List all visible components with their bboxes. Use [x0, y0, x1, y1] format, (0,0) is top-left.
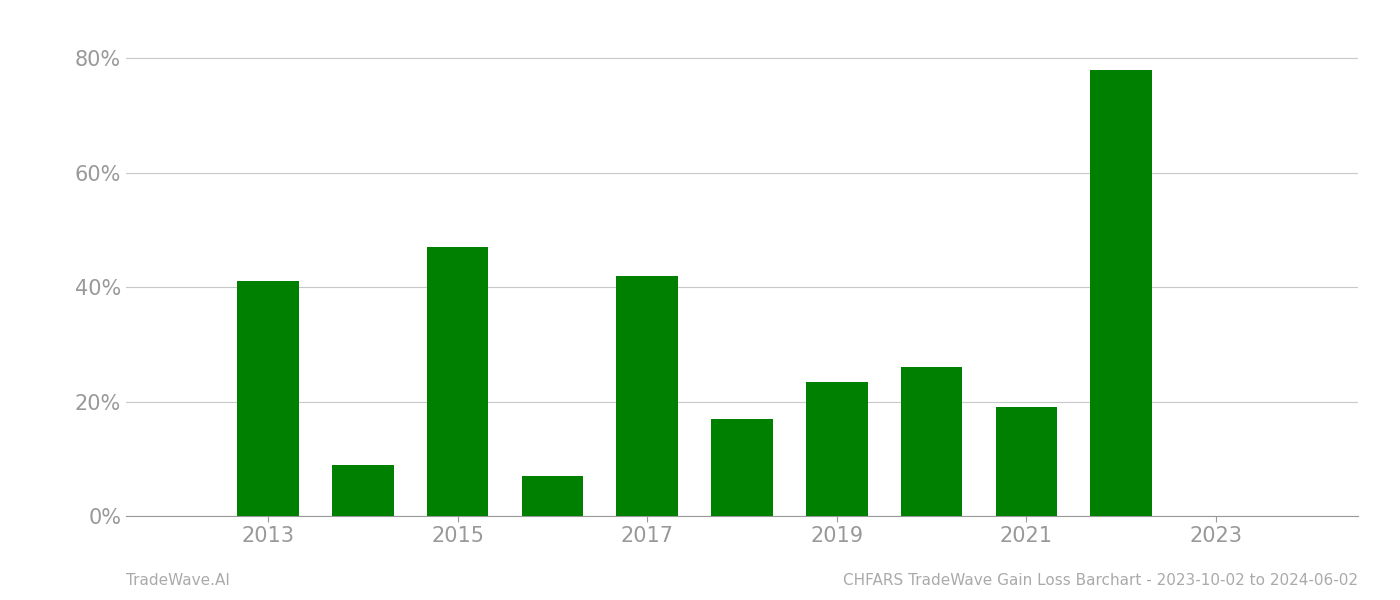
Bar [806, 382, 868, 516]
Bar [616, 276, 678, 516]
Text: TradeWave.AI: TradeWave.AI [126, 573, 230, 588]
Bar [711, 419, 773, 516]
Bar [900, 367, 962, 516]
Bar [238, 281, 300, 516]
Bar [522, 476, 584, 516]
Bar [427, 247, 489, 516]
Bar [1091, 70, 1152, 516]
Text: CHFARS TradeWave Gain Loss Barchart - 2023-10-02 to 2024-06-02: CHFARS TradeWave Gain Loss Barchart - 20… [843, 573, 1358, 588]
Bar [995, 407, 1057, 516]
Bar [332, 464, 393, 516]
